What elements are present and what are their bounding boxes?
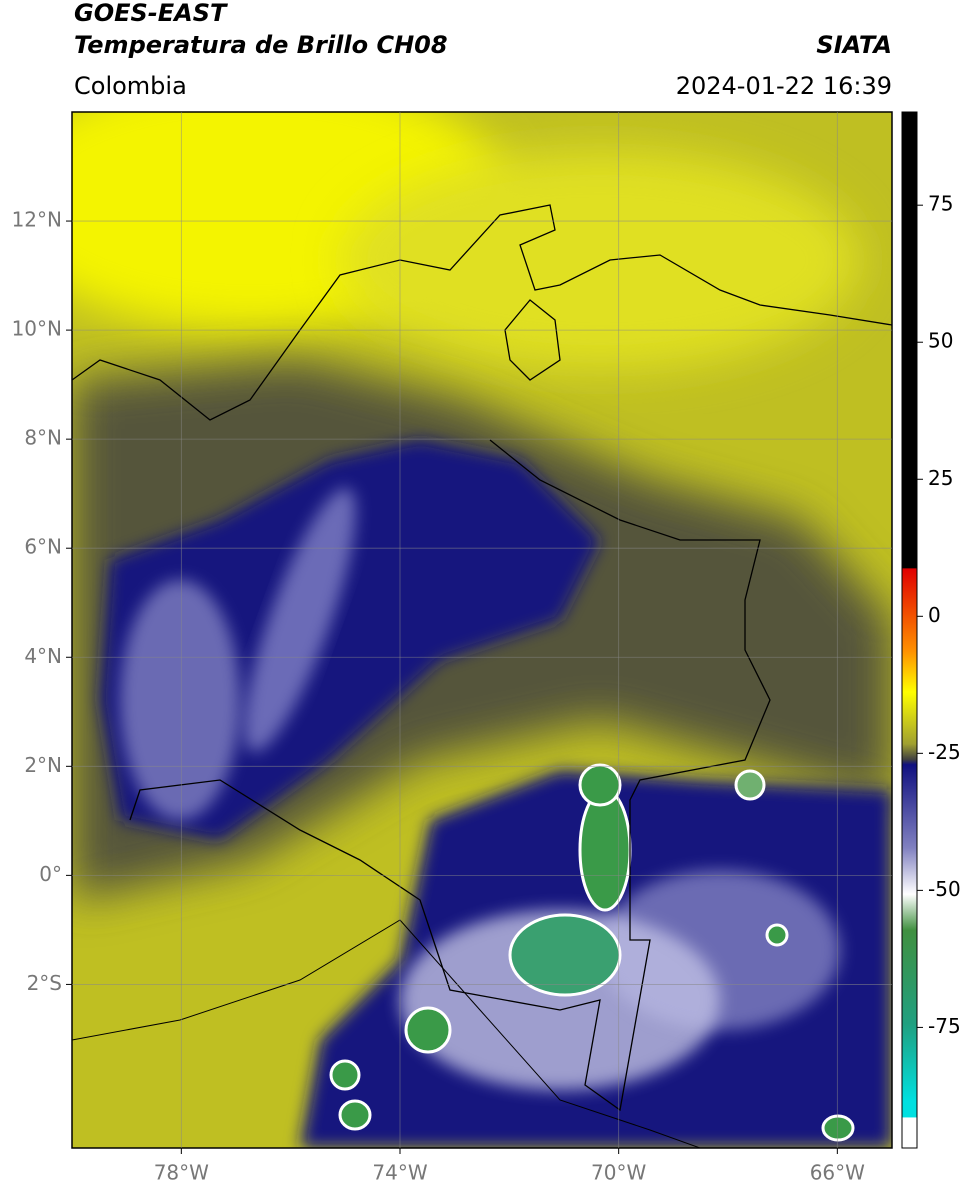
y-tick-label: 6°N bbox=[24, 535, 62, 559]
y-tick-label: 2°N bbox=[24, 753, 62, 777]
colorbar-tick-label: 75 bbox=[928, 192, 953, 216]
y-tick-label: 4°N bbox=[24, 644, 62, 668]
y-tick-label: 10°N bbox=[12, 317, 62, 341]
colorbar bbox=[901, 111, 918, 1149]
colorbar-tick-label: -50 bbox=[928, 877, 961, 901]
satellite-image bbox=[72, 112, 892, 1148]
subtitle: Temperatura de Brillo CH08 bbox=[74, 31, 448, 59]
x-tick-label: 74°W bbox=[372, 1161, 427, 1185]
y-tick-label: 8°N bbox=[24, 426, 62, 450]
y-tick-label: 0° bbox=[39, 862, 62, 886]
map-frame bbox=[71, 111, 893, 1149]
organization: SIATA bbox=[816, 31, 892, 59]
title: GOES-EAST bbox=[74, 0, 228, 27]
colorbar-tick-label: 0 bbox=[928, 603, 941, 627]
colorbar-tick-label: -75 bbox=[928, 1014, 961, 1038]
colorbar-tick-label: 25 bbox=[928, 466, 953, 490]
region: Colombia bbox=[74, 72, 187, 100]
colorbar-tick-label: -25 bbox=[928, 740, 961, 764]
datetime: 2024-01-22 16:39 bbox=[676, 72, 892, 100]
x-tick-label: 78°W bbox=[154, 1161, 209, 1185]
colorbar-tick-label: 50 bbox=[928, 329, 953, 353]
x-tick-label: 66°W bbox=[810, 1161, 865, 1185]
y-tick-label: 12°N bbox=[12, 208, 62, 232]
x-tick-label: 70°W bbox=[591, 1161, 646, 1185]
y-tick-label: 2°S bbox=[27, 971, 62, 995]
